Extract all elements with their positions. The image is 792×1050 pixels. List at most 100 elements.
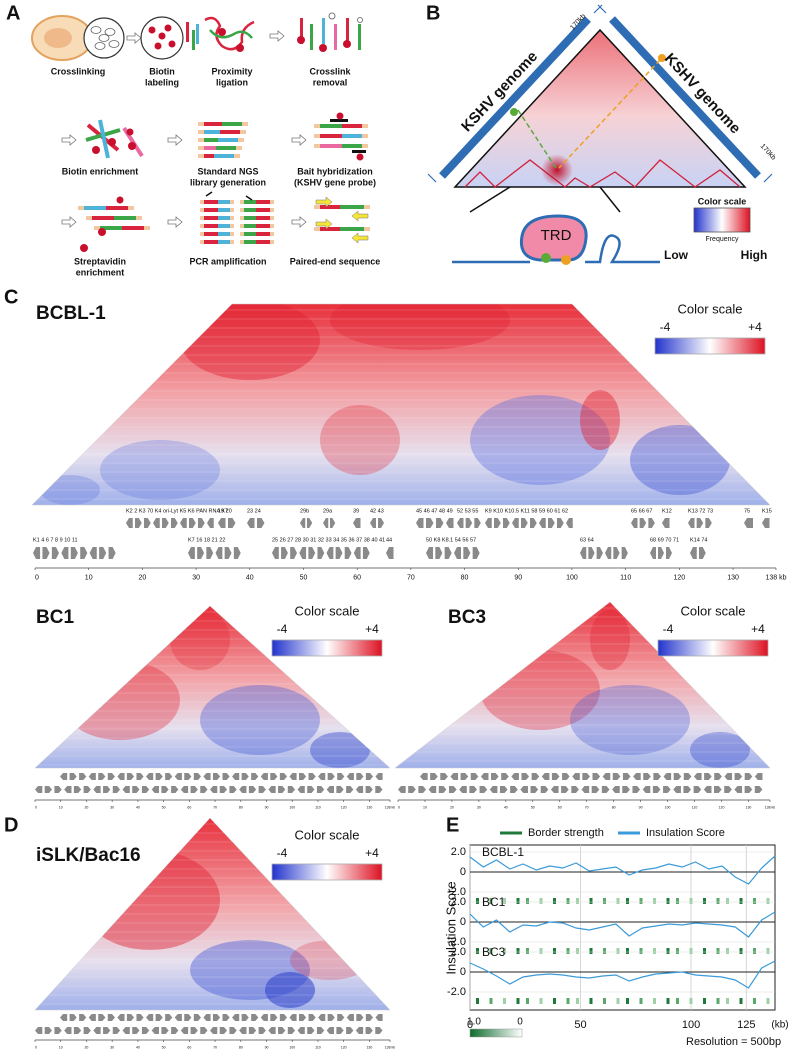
border-mark (766, 998, 770, 1004)
border-mark (676, 898, 679, 904)
gene (572, 773, 580, 780)
gene (79, 773, 87, 780)
label: 30 (477, 806, 481, 810)
gene (247, 518, 255, 528)
label: 80 (461, 574, 469, 581)
label: 100 (289, 806, 295, 810)
gene (551, 773, 560, 780)
biotin (336, 112, 344, 120)
heatmap-outline (34, 605, 391, 769)
label: -4 (663, 622, 674, 636)
read-arrow (351, 232, 369, 244)
gene (355, 786, 364, 793)
dna (452, 234, 660, 264)
border-mark (626, 948, 629, 954)
color-scale (271, 863, 383, 881)
label: 100 (665, 806, 671, 810)
loop (204, 16, 255, 51)
gene (270, 773, 278, 780)
gene (103, 786, 111, 793)
step-arrow (291, 216, 307, 228)
gene (126, 518, 133, 528)
gene (222, 1014, 230, 1021)
label: -4 (277, 622, 288, 636)
gene (693, 786, 702, 793)
label: 120 (719, 806, 725, 810)
gene (734, 773, 743, 780)
fragment (346, 18, 349, 44)
gene (112, 1027, 121, 1034)
step-arrow (167, 216, 183, 228)
border-mark (589, 898, 593, 904)
label: 110 (315, 1046, 321, 1050)
dna-fragment (216, 146, 236, 150)
gene (521, 773, 530, 780)
gene (591, 786, 600, 793)
dna-fragment (200, 240, 204, 244)
gene (93, 786, 101, 793)
gene (605, 547, 612, 559)
label: 29b (300, 508, 309, 514)
gene (673, 773, 682, 780)
label: 130 (746, 806, 752, 810)
border-mark (626, 998, 629, 1004)
dna-fragment (238, 138, 244, 142)
biotin (80, 244, 88, 252)
gene (365, 1014, 374, 1021)
border-mark (489, 998, 493, 1004)
gene (485, 518, 492, 528)
label: BCBL-1 (36, 303, 106, 324)
gene (346, 773, 354, 780)
gene (35, 786, 43, 793)
border-mark (603, 898, 606, 904)
domain (470, 395, 610, 485)
dna-fragment (218, 224, 230, 228)
border-mark (689, 948, 693, 954)
gene (132, 1027, 140, 1034)
gene (662, 518, 670, 528)
gene (503, 518, 510, 528)
dna-fragment (270, 208, 274, 212)
biotin (164, 24, 172, 32)
dna-fragment (204, 138, 218, 142)
label: K2 2 K3 70 K4 ori-Lyt K5 K6 PAN RNA K7 (126, 508, 228, 514)
label: 90 (639, 806, 643, 810)
dna-fragment (314, 144, 320, 148)
border-mark (503, 898, 506, 904)
gene (278, 786, 286, 793)
gene (531, 773, 540, 780)
gene (162, 518, 169, 528)
label: Biotin enrichment (62, 166, 139, 176)
gene (512, 518, 519, 528)
heatmap-outline (34, 817, 391, 1011)
gene (83, 1027, 91, 1034)
label: 44 (386, 537, 392, 543)
gene (184, 1014, 192, 1021)
dna-fragment (200, 232, 204, 236)
label: K15 (762, 508, 772, 514)
gene (454, 547, 461, 559)
gene (353, 518, 361, 528)
dna-fragment (94, 226, 100, 230)
label: 120 (674, 574, 686, 581)
gene (683, 773, 692, 780)
gene (489, 786, 498, 793)
border-mark (603, 998, 606, 1004)
gene (308, 1014, 316, 1021)
gene (70, 547, 78, 559)
border-mark (503, 998, 506, 1004)
dna-fragment (86, 216, 92, 220)
gene (268, 1027, 276, 1034)
gene (337, 773, 345, 780)
dna-fragment (218, 240, 230, 244)
gene (663, 786, 671, 793)
label: labeling (145, 77, 179, 87)
label: 100 (566, 574, 578, 581)
label: Border strength (528, 827, 604, 839)
gene (326, 786, 334, 793)
gene (222, 773, 230, 780)
gene (378, 518, 384, 528)
gene (272, 547, 279, 559)
gene (60, 1014, 68, 1021)
label: -4 (660, 320, 671, 334)
